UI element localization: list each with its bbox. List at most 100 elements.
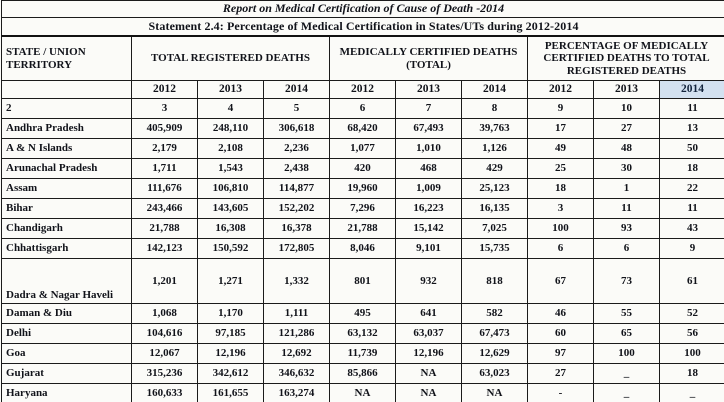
value-cell: 12,692 (263, 343, 330, 364)
value-cell: 1,111 (263, 303, 330, 324)
value-cell: 1,009 (395, 178, 462, 199)
value-cell: NA (395, 363, 462, 384)
year-header: 2013 (395, 80, 462, 99)
value-cell: 67,493 (395, 118, 462, 139)
value-cell: 8,046 (329, 238, 396, 259)
value-cell: 243,466 (131, 198, 198, 219)
value-cell: 342,612 (197, 363, 264, 384)
empty-cell (1, 80, 132, 99)
value-cell: 12,067 (131, 343, 198, 364)
table-row: Goa 12,067 12,196 12,692 11,739 12,196 1… (1, 343, 724, 364)
value-cell: _ (593, 383, 660, 402)
value-cell: 52 (658, 303, 724, 324)
year-header: 2014 (461, 80, 528, 99)
value-cell: 641 (395, 303, 462, 324)
value-cell: NA (395, 383, 462, 402)
value-cell: 160,633 (131, 383, 198, 402)
value-cell: 6 (527, 238, 594, 259)
table-row: Andhra Pradesh 405,909 248,110 306,618 6… (1, 118, 724, 139)
column-number-cell: 9 (527, 98, 594, 119)
year-header: 2014 (263, 80, 330, 99)
value-cell: 121,286 (263, 323, 330, 344)
value-cell: 50 (658, 138, 724, 159)
value-cell: 67 (527, 258, 594, 304)
value-cell: 100 (527, 218, 594, 239)
value-cell: 9,101 (395, 238, 462, 259)
value-cell: 100 (593, 343, 660, 364)
value-cell: 17 (527, 118, 594, 139)
year-header: 2012 (131, 80, 198, 99)
value-cell: 1,010 (395, 138, 462, 159)
column-number-cell: 4 (197, 98, 264, 119)
column-number-cell: 10 (593, 98, 660, 119)
value-cell: 61 (658, 258, 724, 304)
value-cell: 315,236 (131, 363, 198, 384)
state-cell: Goa (1, 343, 132, 364)
value-cell: 63,023 (461, 363, 528, 384)
value-cell: 56 (658, 323, 724, 344)
value-cell: 43 (658, 218, 724, 239)
table-row: Chhattisgarh 142,123 150,592 172,805 8,0… (1, 238, 724, 259)
value-cell: 46 (527, 303, 594, 324)
value-cell: 12,629 (461, 343, 528, 364)
value-cell: 1,201 (131, 258, 198, 304)
value-cell: 7,025 (461, 218, 528, 239)
value-cell: 429 (461, 158, 528, 179)
value-cell: 13 (658, 118, 724, 139)
value-cell: 93 (593, 218, 660, 239)
value-cell: 18 (658, 158, 724, 179)
table-row: Gujarat 315,236 342,612 346,632 85,866 N… (1, 363, 724, 384)
column-number-cell: 7 (395, 98, 462, 119)
state-cell: A & N Islands (1, 138, 132, 159)
value-cell: 7,296 (329, 198, 396, 219)
table-row: Report on Medical Certification of Cause… (0, 0, 724, 18)
value-cell: 468 (395, 158, 462, 179)
value-cell: 67,473 (461, 323, 528, 344)
year-header: 2012 (329, 80, 396, 99)
column-number-cell: 11 (658, 98, 724, 119)
value-cell: 2,179 (131, 138, 198, 159)
value-cell: 420 (329, 158, 396, 179)
state-cell: Daman & Diu (1, 303, 132, 324)
column-group-header-total-registered: TOTAL REGISTERED DEATHS (131, 35, 330, 81)
value-cell: 143,605 (197, 198, 264, 219)
value-cell: 106,810 (197, 178, 264, 199)
value-cell: 2,438 (263, 158, 330, 179)
value-cell: 27 (593, 118, 660, 139)
table-header-row: STATE / UNION TERRITORY TOTAL REGISTERED… (1, 35, 724, 81)
value-cell: 12,196 (395, 343, 462, 364)
value-cell: 39,763 (461, 118, 528, 139)
value-cell: 12,196 (197, 343, 264, 364)
value-cell: 18 (527, 178, 594, 199)
table-row: Arunachal Pradesh 1,711 1,543 2,438 420 … (1, 158, 724, 179)
value-cell: 818 (461, 258, 528, 304)
value-cell: 27 (527, 363, 594, 384)
state-cell: Delhi (1, 323, 132, 344)
state-cell: Haryana (1, 383, 132, 402)
year-header: 2013 (593, 80, 660, 99)
table-row: Statement 2.4: Percentage of Medical Cer… (0, 17, 724, 37)
value-cell: 60 (527, 323, 594, 344)
value-cell: 1,543 (197, 158, 264, 179)
value-cell: 3 (527, 198, 594, 219)
value-cell: 16,135 (461, 198, 528, 219)
value-cell: 1,711 (131, 158, 198, 179)
state-cell: Chandigarh (1, 218, 132, 239)
value-cell: 2,236 (263, 138, 330, 159)
state-cell: Chhattisgarh (1, 238, 132, 259)
value-cell: 16,223 (395, 198, 462, 219)
value-cell: 111,676 (131, 178, 198, 199)
value-cell: 1,170 (197, 303, 264, 324)
value-cell: 65 (593, 323, 660, 344)
value-cell: 18 (658, 363, 724, 384)
table-row: Delhi 104,616 97,185 121,286 63,132 63,0… (1, 323, 724, 344)
column-number-cell: 5 (263, 98, 330, 119)
value-cell: 163,274 (263, 383, 330, 402)
table-row: Haryana 160,633 161,655 163,274 NA NA NA… (1, 383, 724, 402)
year-header-row: 2012 2013 2014 2012 2013 2014 2012 2013 … (1, 80, 724, 99)
value-cell: 582 (461, 303, 528, 324)
value-cell: - (527, 383, 594, 402)
year-header: 2012 (527, 80, 594, 99)
value-cell: 801 (329, 258, 396, 304)
